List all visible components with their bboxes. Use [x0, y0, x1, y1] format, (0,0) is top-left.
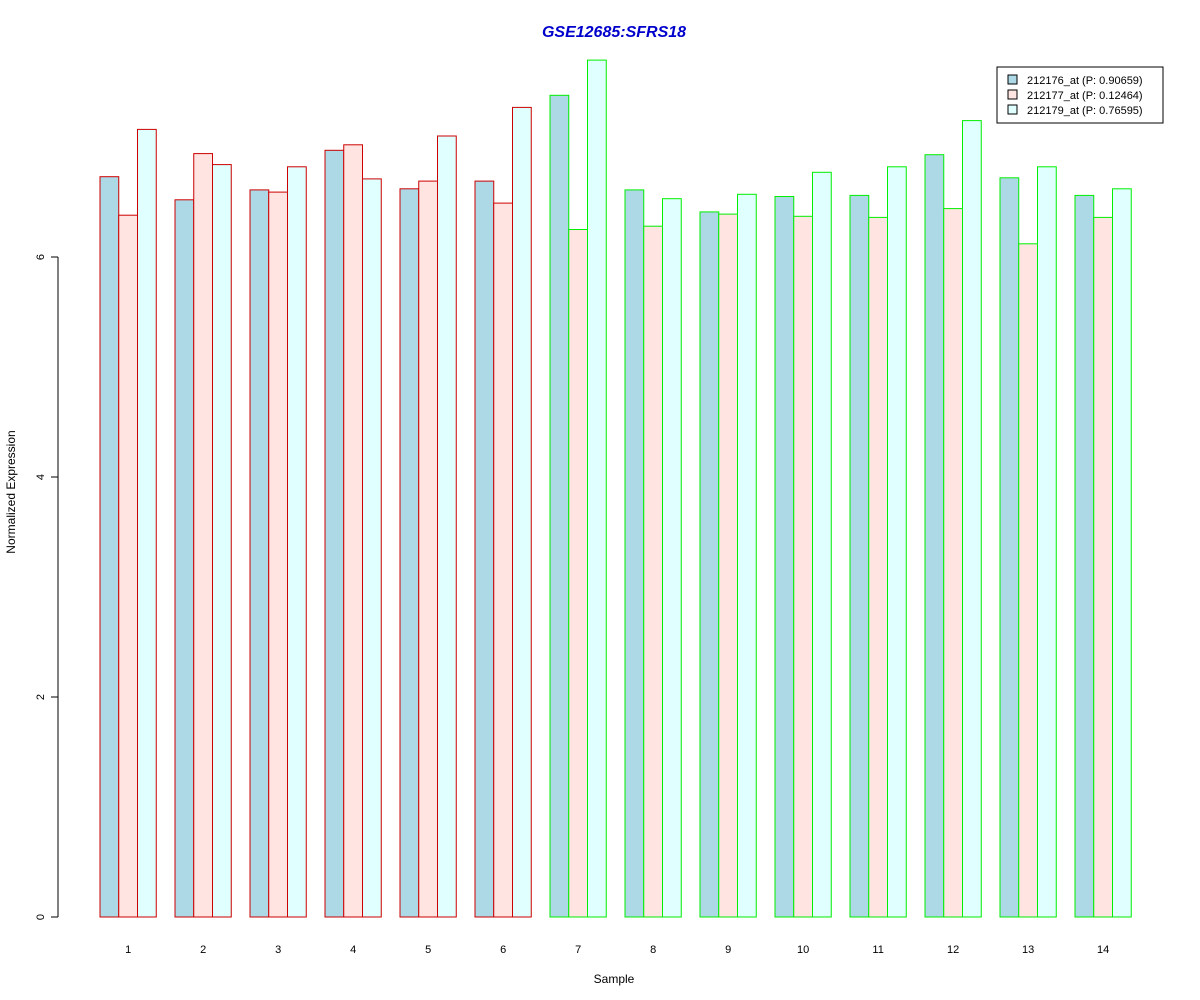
bar-group	[474, 106, 532, 918]
bar-group	[549, 59, 607, 918]
bar	[437, 135, 457, 918]
bar	[812, 171, 832, 918]
bar-group	[1074, 188, 1132, 918]
x-tick-label: 13	[1022, 944, 1034, 956]
x-tick-label: 1	[125, 944, 131, 956]
bar	[512, 106, 532, 918]
bar	[549, 94, 570, 918]
bar	[287, 166, 307, 918]
bar	[887, 166, 907, 918]
bar	[999, 177, 1020, 918]
y-axis: 0 2 4 6	[35, 254, 59, 920]
legend: 212176_at (P: 0.90659) 212177_at (P: 0.12…	[996, 66, 1164, 124]
bar-group	[999, 166, 1057, 918]
y-axis-title: Normalized Expression	[4, 430, 18, 553]
bar	[1074, 194, 1095, 918]
bar	[718, 213, 738, 918]
y-tick-label: 6	[35, 254, 47, 260]
bar	[587, 59, 607, 918]
legend-swatch	[1007, 89, 1018, 100]
x-tick-label: 7	[575, 944, 581, 956]
bars	[99, 59, 1132, 918]
bar	[493, 202, 513, 918]
x-tick-label: 11	[872, 944, 883, 956]
bar-group	[174, 153, 232, 918]
x-tick-label: 9	[725, 944, 731, 956]
bar	[774, 196, 795, 918]
x-tick-labels: 1 2 3 4 5 6 7 8 9 10 11 12 13 14	[125, 944, 1109, 956]
bar	[962, 120, 982, 918]
bar	[268, 191, 288, 918]
bar-group	[849, 166, 907, 918]
bar-group	[924, 120, 982, 918]
bar	[924, 154, 945, 918]
x-tick-label: 3	[275, 944, 281, 956]
legend-entry: 212176_at (P: 0.90659)	[1027, 75, 1143, 87]
bar	[1112, 188, 1132, 918]
bar	[699, 211, 720, 918]
legend-box	[996, 66, 1164, 124]
x-tick-label: 4	[350, 944, 356, 956]
bar	[99, 176, 120, 918]
legend-swatch	[1007, 104, 1018, 115]
bar-group	[699, 193, 757, 918]
x-tick-label: 5	[425, 944, 431, 956]
bar	[737, 193, 757, 918]
chart-title: GSE12685:SFRS18	[542, 24, 686, 41]
bar	[324, 149, 345, 918]
bar	[249, 189, 270, 918]
x-tick-label: 8	[650, 944, 656, 956]
bar-group	[99, 128, 157, 918]
bar-group	[249, 166, 307, 918]
x-tick-label: 12	[947, 944, 959, 956]
bar	[362, 178, 382, 918]
bar-group	[774, 171, 832, 918]
bar	[662, 198, 682, 918]
x-axis-title: Sample	[594, 972, 635, 986]
bar	[943, 208, 963, 918]
bar	[568, 229, 588, 918]
bar-group	[399, 135, 457, 918]
x-tick-label: 14	[1097, 944, 1109, 956]
x-tick-label: 10	[797, 944, 809, 956]
bar	[399, 188, 420, 918]
bar	[137, 128, 157, 918]
bar	[474, 180, 495, 918]
bar	[849, 194, 870, 918]
x-tick-label: 2	[200, 944, 206, 956]
bar	[624, 189, 645, 918]
bar	[793, 215, 813, 918]
bar-group	[624, 189, 682, 918]
bar	[1018, 243, 1038, 918]
legend-entry: 212177_at (P: 0.12464)	[1027, 90, 1143, 102]
legend-entry: 212179_at (P: 0.76595)	[1027, 105, 1143, 117]
bar	[174, 199, 195, 918]
bar	[1093, 216, 1113, 918]
legend-swatch	[1007, 74, 1018, 85]
bar	[868, 216, 888, 918]
bar-group	[324, 144, 382, 918]
bar	[193, 153, 213, 918]
bar	[418, 180, 438, 918]
y-tick-label: 2	[35, 694, 47, 700]
y-tick-label: 4	[35, 474, 47, 480]
y-tick-label: 0	[35, 914, 47, 920]
bar	[343, 144, 363, 918]
bar	[1037, 166, 1057, 918]
bar	[643, 225, 663, 918]
x-tick-label: 6	[500, 944, 506, 956]
bar	[212, 164, 232, 918]
bar	[118, 214, 138, 918]
